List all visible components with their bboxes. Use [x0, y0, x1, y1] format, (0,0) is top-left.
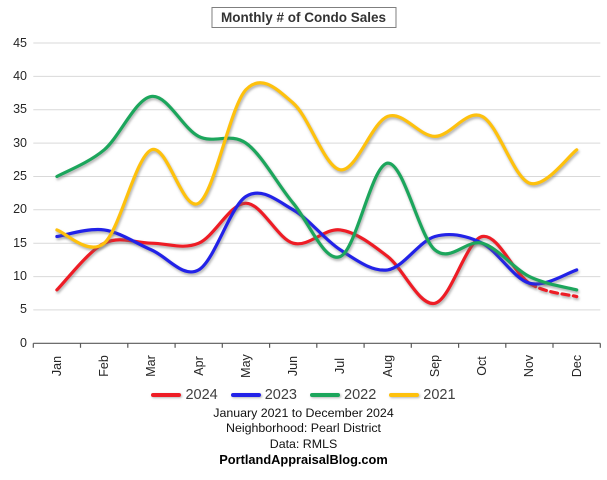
legend-line-swatch-2023 [230, 393, 261, 397]
y-axis-label: 20 [13, 202, 27, 217]
x-axis-label-oct: Oct [475, 356, 490, 376]
x-axis-label-feb: Feb [97, 355, 112, 377]
y-axis-label: 40 [13, 68, 27, 83]
x-axis-label-mar: Mar [144, 355, 159, 377]
x-axis-label-jun: Jun [286, 355, 301, 377]
footer-neighborhood: Neighborhood: Pearl District [226, 421, 381, 436]
y-axis-label: 15 [13, 235, 27, 250]
x-axis-label-may: May [238, 354, 253, 378]
series-line-2022 [55, 94, 579, 292]
x-axis-label-nov: Nov [522, 354, 537, 378]
chart-legend: 2024 2023 2022 2021 [0, 387, 607, 403]
legend-label-2023: 2023 [264, 387, 297, 403]
chart-footer: January 2021 to December 2024 Neighborho… [0, 406, 607, 468]
y-axis-label: 25 [13, 168, 27, 183]
x-axis-label-jul: Jul [333, 358, 348, 374]
footer-data-source: Data: RMLS [269, 436, 338, 451]
series-line-2021 [55, 81, 579, 249]
legend-item-2024: 2024 [151, 387, 218, 403]
x-axis-label-sep: Sep [427, 354, 442, 378]
y-axis-label: 45 [13, 35, 27, 50]
legend-item-2021: 2021 [389, 387, 456, 403]
legend-line-swatch-2024 [151, 393, 182, 397]
legend-item-2023: 2023 [230, 387, 297, 403]
y-axis-label: 10 [13, 269, 27, 284]
legend-label-2024: 2024 [185, 387, 218, 403]
legend-line-swatch-2022 [310, 393, 340, 397]
x-axis-label-dec: Dec [569, 354, 584, 378]
y-axis-label: 5 [20, 302, 27, 317]
legend-line-swatch-2021 [389, 393, 420, 397]
chart-title: Monthly # of Condo Sales [210, 7, 397, 28]
footer-date-range: January 2021 to December 2024 [213, 406, 394, 420]
series-line-2024 [55, 201, 531, 305]
x-axis-label-aug: Aug [380, 354, 395, 378]
legend-label-2021: 2021 [423, 387, 456, 403]
legend-item-2022: 2022 [310, 387, 376, 403]
legend-label-2022: 2022 [344, 387, 377, 403]
x-axis-label-apr: Apr [191, 356, 206, 376]
y-axis-label: 0 [20, 335, 27, 350]
y-axis-label: 30 [13, 135, 27, 150]
x-axis-label-jan: Jan [49, 355, 64, 377]
y-axis-label: 35 [13, 102, 27, 117]
footer-website: PortlandAppraisalBlog.com [219, 452, 388, 468]
